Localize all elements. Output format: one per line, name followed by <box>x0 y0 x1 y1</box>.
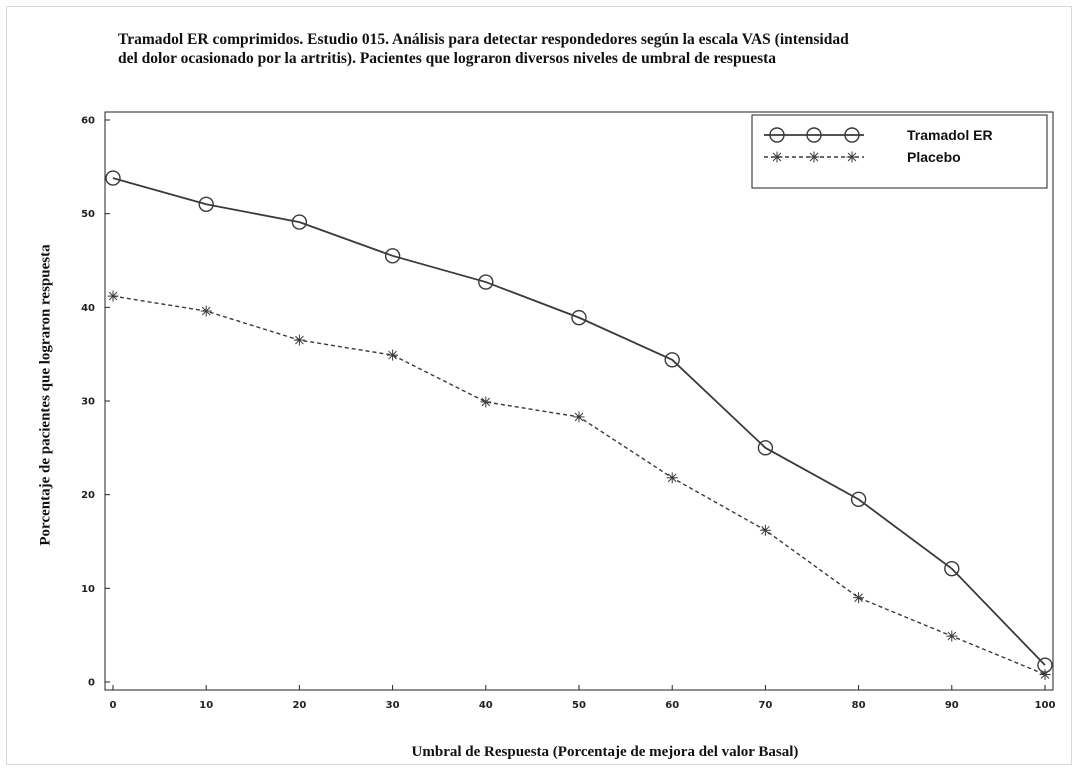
data-point-circle <box>844 127 860 143</box>
data-point-circle <box>944 560 960 577</box>
data-point-star <box>387 349 399 361</box>
star-stroke <box>947 631 957 641</box>
series-tramadol-er <box>105 170 1053 673</box>
y-tick-label: 20 <box>81 490 95 501</box>
y-axis-label: Porcentaje de pacientes que lograron res… <box>37 244 54 546</box>
data-point-star <box>1039 669 1051 681</box>
data-point-circle <box>757 440 774 456</box>
data-point-star <box>946 630 958 642</box>
data-point-star <box>573 411 585 423</box>
y-tick-label: 10 <box>81 584 95 595</box>
x-tick-label: 40 <box>479 700 493 711</box>
chart-title-line-2: del dolor ocasionado por la artritis). P… <box>118 50 777 67</box>
data-point-star <box>666 472 678 484</box>
star-stroke <box>847 152 857 162</box>
data-point-star <box>853 592 865 604</box>
star-stroke <box>388 350 397 360</box>
x-tick-label: 100 <box>1035 700 1056 711</box>
x-tick-label: 50 <box>572 700 586 711</box>
data-point-star <box>808 151 820 163</box>
data-point-star <box>200 305 212 317</box>
x-tick-label: 90 <box>945 700 959 711</box>
chart-title-line-1: Tramadol ER comprimidos. Estudio 015. An… <box>118 31 849 48</box>
legend-label: Placebo <box>907 149 961 165</box>
data-point-star <box>759 524 771 536</box>
data-point-star <box>846 151 858 163</box>
data-point-circle <box>198 196 214 213</box>
legend-box <box>751 114 1048 189</box>
y-tick-label: 60 <box>81 116 95 127</box>
x-tick-label: 60 <box>665 700 679 711</box>
legend: Tramadol ER Placebo <box>751 114 1048 189</box>
data-point-circle <box>105 170 121 186</box>
x-axis-label: Umbral de Respuesta (Porcentaje de mejor… <box>411 744 799 760</box>
data-point-circle <box>384 248 401 264</box>
data-point-circle <box>769 127 785 143</box>
legend-entry: Placebo <box>764 149 961 165</box>
data-point-circle <box>806 127 822 143</box>
series-line <box>112 295 1046 676</box>
axes: 0 10 20 30 40 50 60 0 10 20 30 40 50 60 70 80 90 100 <box>81 111 1056 711</box>
x-tick-label: 0 <box>110 700 117 711</box>
x-tick-label: 80 <box>852 700 866 711</box>
y-tick-label: 50 <box>81 209 95 220</box>
data-point-circle <box>478 274 494 290</box>
chart-title: Tramadol ER comprimidos. Estudio 015. An… <box>118 30 1058 68</box>
plot-area-border <box>104 111 1054 691</box>
data-point-star <box>293 334 305 346</box>
series-placebo <box>107 290 1051 681</box>
x-tick-label: 20 <box>292 700 306 711</box>
data-point-circle <box>850 491 867 508</box>
star-stroke <box>854 593 863 603</box>
x-tick-label: 70 <box>758 700 772 711</box>
star-stroke <box>295 335 304 345</box>
data-point-circle <box>664 352 680 368</box>
legend-label: Tramadol ER <box>907 127 993 143</box>
x-tick-label: 10 <box>199 700 213 711</box>
data-point-star <box>771 151 783 163</box>
x-tick-label: 30 <box>386 700 400 711</box>
y-tick-label: 30 <box>81 397 95 408</box>
y-tick-label: 0 <box>88 678 95 689</box>
data-point-star <box>480 396 492 408</box>
series-line <box>112 177 1046 666</box>
star-stroke <box>667 473 677 483</box>
data-point-circle <box>291 214 308 230</box>
star-stroke <box>1040 670 1050 679</box>
legend-entry: Tramadol ER <box>764 127 993 143</box>
y-tick-label: 40 <box>81 303 95 314</box>
star-stroke <box>761 525 770 535</box>
star-stroke <box>481 397 491 407</box>
star-stroke <box>108 291 118 301</box>
series-layer <box>105 170 1053 681</box>
star-stroke <box>772 152 782 162</box>
star-stroke <box>201 306 211 316</box>
star-stroke <box>574 412 584 422</box>
data-point-circle <box>571 309 587 326</box>
data-point-star <box>107 290 119 302</box>
star-stroke <box>809 152 819 162</box>
